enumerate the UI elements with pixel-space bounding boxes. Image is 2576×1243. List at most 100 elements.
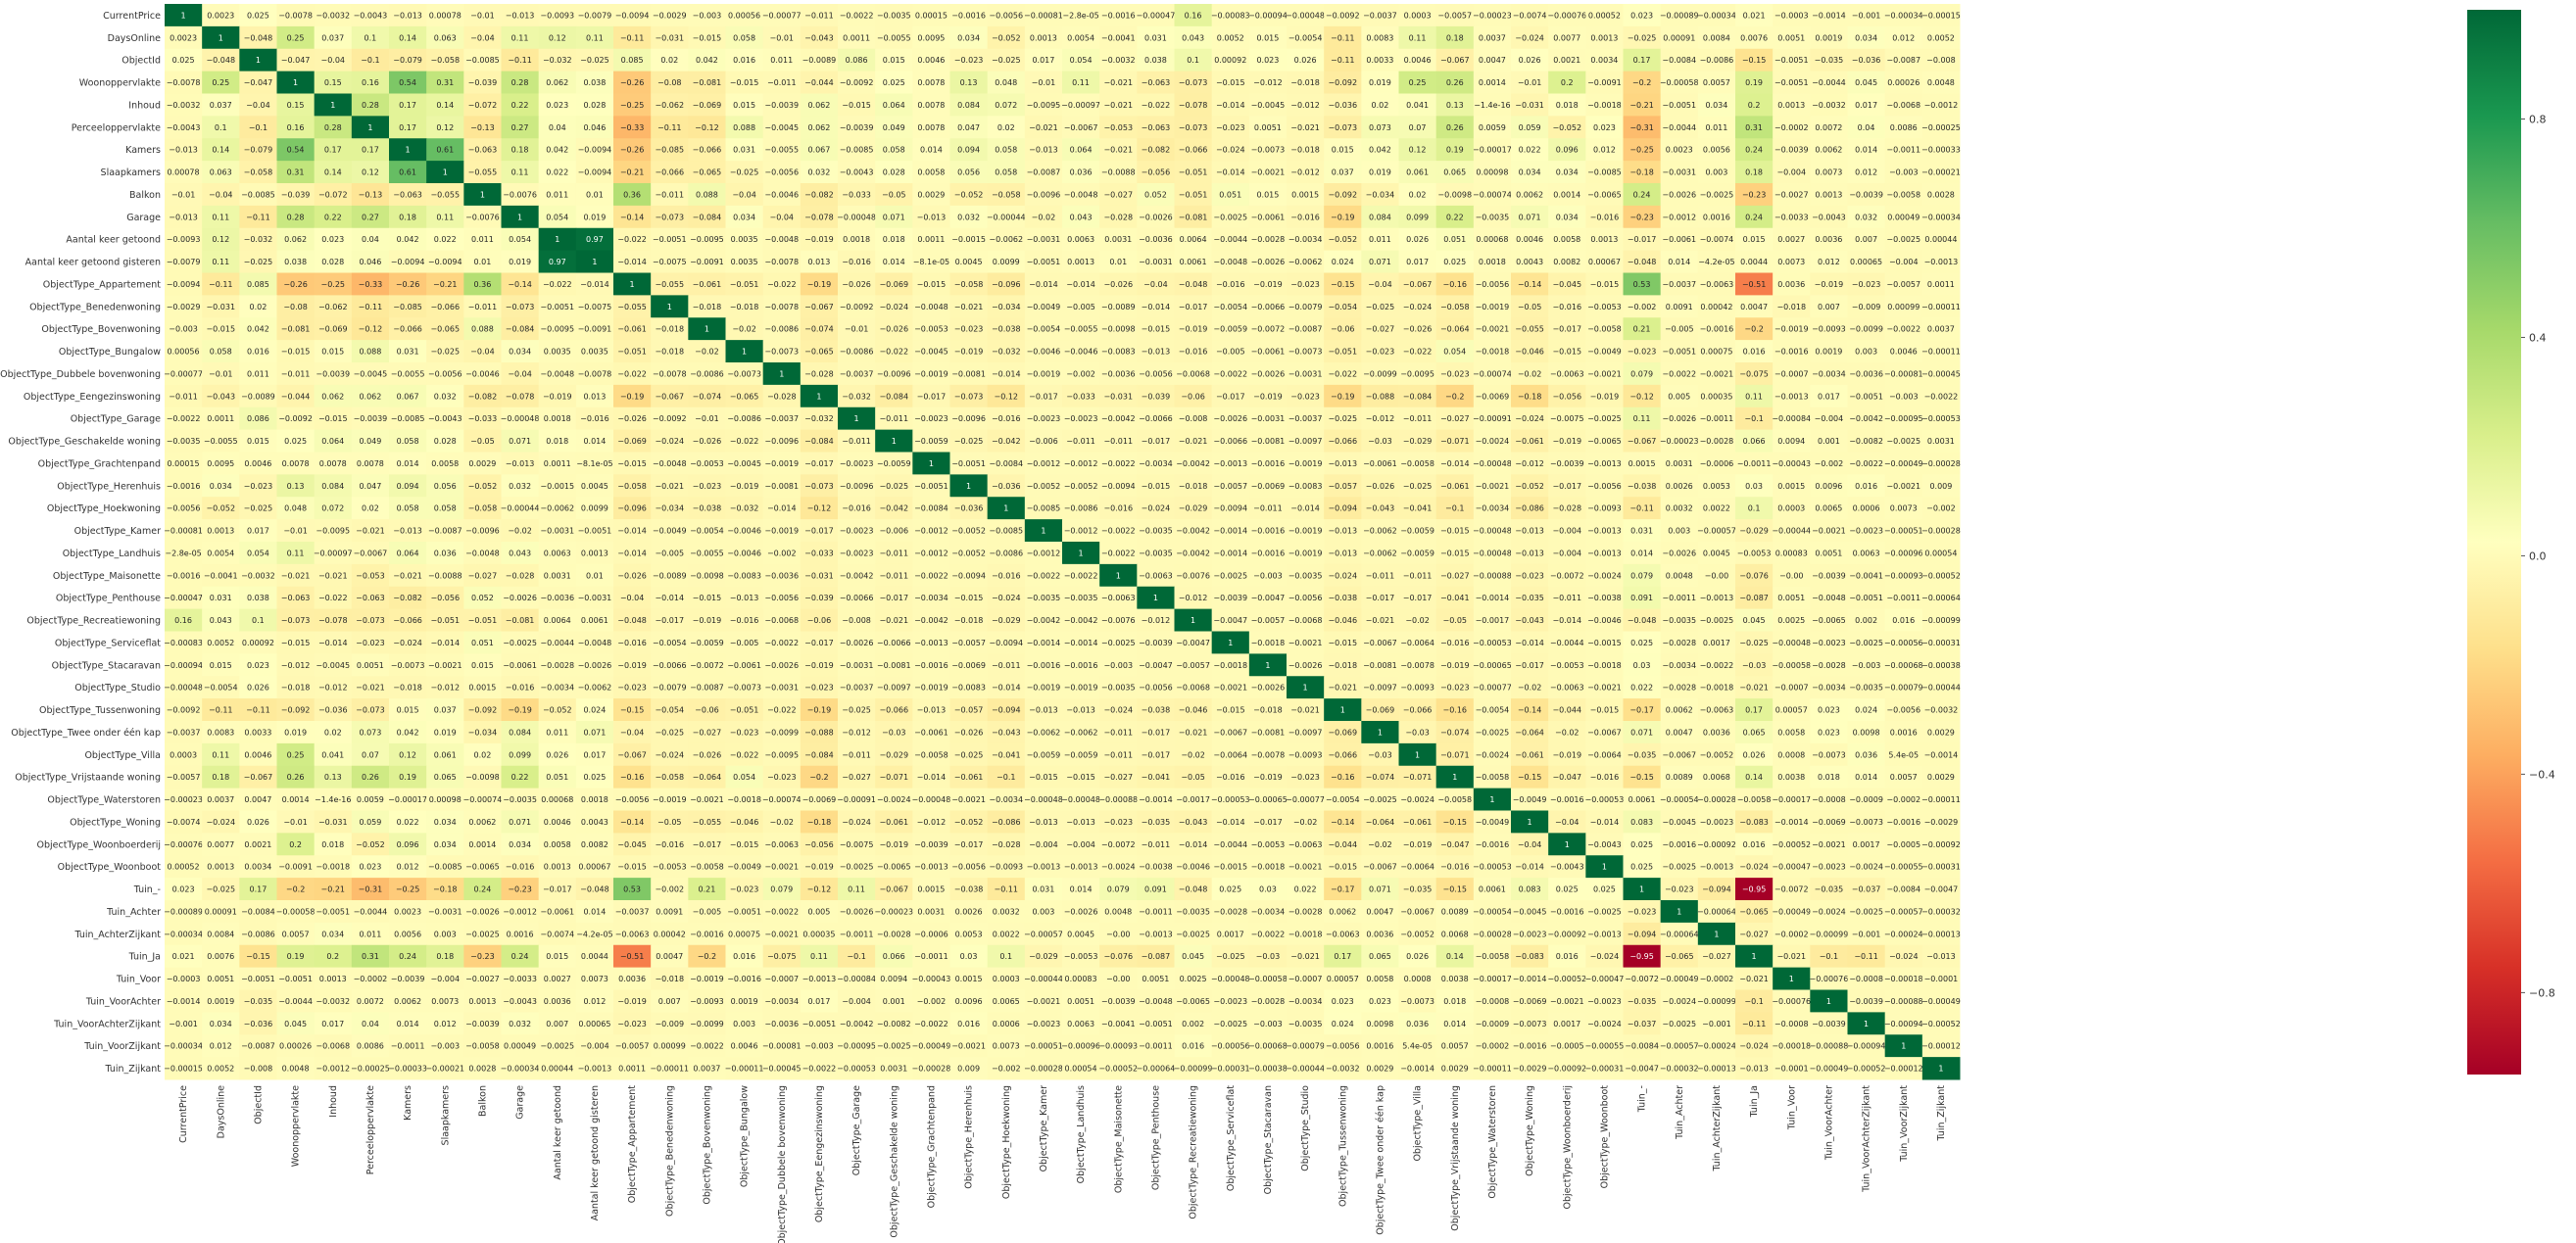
- cell-value-label: −0.00097: [314, 549, 353, 557]
- heatmap-cell: [1697, 519, 1736, 543]
- cell-value-label: −0.00033: [388, 1065, 427, 1074]
- cell-value-label: 0.066: [1743, 437, 1766, 446]
- cell-value-label: −0.0056: [1326, 1042, 1360, 1051]
- cell-value-label: 0.024: [583, 706, 606, 715]
- cell-value-label: −0.069: [693, 101, 722, 110]
- cell-value-label: 0.0059: [357, 795, 384, 804]
- heatmap-cell: [1773, 721, 1811, 744]
- cell-value-label: 1: [1938, 1065, 1943, 1074]
- cell-value-label: 0.00015: [168, 459, 200, 468]
- cell-value-label: −0.0056: [167, 504, 201, 513]
- heatmap-cell: [1773, 250, 1811, 273]
- heatmap-cell: [1697, 25, 1736, 50]
- cell-value-label: −0.00032: [1921, 907, 1961, 916]
- cell-value-label: −0.004: [580, 1042, 609, 1051]
- cell-value-label: −0.046: [1328, 616, 1357, 625]
- cell-value-label: 0.0048: [1104, 907, 1132, 916]
- heatmap-cell: [875, 676, 913, 699]
- cell-value-label: −0.014: [992, 369, 1021, 378]
- cell-value-label: −0.12: [807, 504, 832, 513]
- cell-value-label: −0.0043: [503, 997, 537, 1006]
- heatmap-cell: [987, 542, 1026, 565]
- heatmap-cell: [426, 227, 464, 252]
- cell-value-label: −0.0035: [503, 795, 537, 804]
- cell-value-label: −0.011: [1103, 728, 1133, 737]
- cell-value-label: 0.025: [172, 56, 195, 65]
- heatmap-cell: [1435, 631, 1475, 654]
- cell-value-label: −0.00053: [837, 1065, 876, 1074]
- heatmap-cell: [1099, 406, 1138, 431]
- cell-value-label: 0.0031: [1666, 459, 1693, 468]
- cell-value-label: 0.016: [247, 348, 269, 357]
- heatmap-cell: [314, 250, 353, 273]
- heatmap-cell: [1548, 676, 1586, 699]
- cell-value-label: −0.026: [954, 728, 984, 737]
- heatmap-cell: [165, 71, 203, 94]
- heatmap-cell: [613, 452, 652, 475]
- cell-value-label: 1: [1415, 750, 1420, 759]
- heatmap-cell: [912, 362, 950, 386]
- heatmap-cell: [1324, 406, 1362, 431]
- cell-value-label: −0.0097: [1288, 437, 1323, 446]
- cell-value-label: 0.0073: [1815, 168, 1842, 177]
- cell-value-label: −0.00094: [164, 661, 203, 670]
- heatmap-cell: [651, 608, 689, 632]
- cell-value-label: −0.058: [468, 504, 498, 513]
- heatmap-cell: [1773, 452, 1811, 475]
- cell-value-label: −0.0079: [653, 684, 687, 693]
- heatmap-cell: [613, 272, 652, 296]
- heatmap-cell: [314, 497, 353, 520]
- cell-value-label: −0.084: [693, 213, 722, 221]
- cell-value-label: 0.61: [399, 168, 416, 177]
- heatmap-cell: [1211, 586, 1250, 610]
- heatmap-cell: [463, 676, 502, 699]
- cell-value-label: −0.048: [1179, 885, 1208, 894]
- heatmap-cell: [688, 452, 726, 475]
- cell-value-label: −0.0076: [465, 213, 500, 221]
- cell-value-label: −0.00088: [1884, 997, 1923, 1006]
- heatmap-cell: [575, 742, 614, 767]
- heatmap-cell: [501, 497, 540, 520]
- heatmap-cell: [1810, 183, 1848, 207]
- cell-value-label: 0.00078: [429, 11, 462, 20]
- heatmap-cell: [949, 272, 989, 296]
- heatmap-cell: [1287, 519, 1325, 543]
- heatmap-cell: [1921, 25, 1961, 50]
- heatmap-cell: [501, 93, 540, 117]
- heatmap-cell: [1473, 497, 1512, 520]
- cell-value-label: −0.0065: [1176, 997, 1210, 1006]
- heatmap-cell: [1435, 519, 1475, 543]
- cell-value-label: −0.051: [430, 616, 460, 625]
- x-tick-label: ObjectType_Kamer: [1039, 1085, 1049, 1171]
- heatmap-cell: [688, 362, 726, 386]
- cell-value-label: −0.15: [620, 706, 645, 715]
- cell-value-label: −0.024: [655, 750, 684, 759]
- cell-value-label: −0.0098: [465, 773, 500, 782]
- heatmap-cell: [389, 586, 427, 610]
- cell-value-label: −0.064: [1440, 325, 1470, 334]
- cell-value-label: −0.073: [1328, 123, 1357, 132]
- cell-value-label: −0.0095: [1400, 369, 1434, 378]
- cell-value-label: −0.0045: [1513, 907, 1547, 916]
- cell-value-label: −0.017: [1216, 392, 1245, 401]
- cell-value-label: −0.016: [617, 639, 647, 647]
- cell-value-label: −0.079: [244, 146, 273, 155]
- cell-value-label: −0.009: [1852, 303, 1881, 311]
- cell-value-label: −0.0013: [1213, 459, 1247, 468]
- cell-value-label: 0.04: [1858, 123, 1875, 132]
- cell-value-label: 0.019: [509, 258, 531, 266]
- cell-value-label: 0.0003: [993, 975, 1020, 983]
- x-tick-label: DaysOnline: [216, 1085, 226, 1139]
- heatmap-cell: [1623, 563, 1662, 588]
- cell-value-label: 0.063: [210, 168, 232, 177]
- cell-value-label: −0.003: [430, 1042, 460, 1051]
- cell-value-label: −0.0037: [167, 728, 201, 737]
- cell-value-label: −0.0078: [653, 369, 687, 378]
- cell-value-label: −0.044: [1552, 706, 1581, 715]
- heatmap-cell: [762, 608, 802, 632]
- cell-value-label: −0.011: [1403, 571, 1433, 580]
- cell-value-label: −0.084: [1403, 392, 1433, 401]
- heatmap-cell: [1847, 406, 1886, 431]
- heatmap-cell: [1248, 653, 1288, 677]
- cell-value-label: −0.012: [1366, 414, 1395, 423]
